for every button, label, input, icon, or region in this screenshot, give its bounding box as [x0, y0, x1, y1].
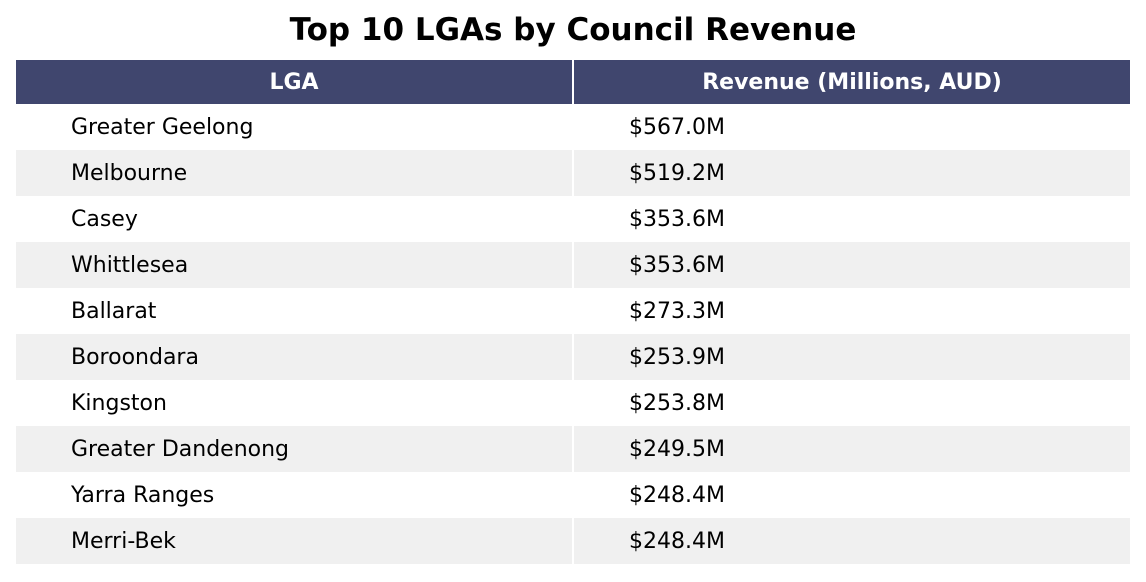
column-divider — [572, 60, 574, 104]
column-divider — [572, 150, 574, 196]
column-divider — [572, 104, 574, 150]
cell-lga: Yarra Ranges — [71, 482, 215, 508]
cell-revenue: $353.6M — [574, 242, 1130, 288]
cell-revenue: $249.5M — [574, 426, 1130, 472]
cell-revenue: $519.2M — [574, 150, 1130, 196]
column-divider — [572, 426, 574, 472]
cell-revenue: $253.8M — [629, 390, 725, 416]
table-row: Greater Dandenong $249.5M — [16, 426, 1130, 472]
cell-lga: Whittlesea — [16, 242, 572, 288]
table-row: Melbourne $519.2M — [16, 150, 1130, 196]
table-row: Boroondara $253.9M — [16, 334, 1130, 380]
cell-lga: Kingston — [71, 390, 167, 416]
cell-lga: Boroondara — [16, 334, 572, 380]
cell-lga: Ballarat — [71, 298, 157, 324]
cell-lga: Greater Geelong — [71, 114, 254, 140]
cell-revenue: $353.6M — [629, 206, 725, 232]
table-header-row: LGA Revenue (Millions, AUD) — [16, 60, 1130, 104]
chart-title: Top 10 LGAs by Council Revenue — [289, 12, 857, 48]
revenue-table: LGA Revenue (Millions, AUD) Greater Geel… — [16, 60, 1130, 564]
table-row: Ballarat $273.3M — [16, 288, 1130, 334]
column-header-lga: LGA — [269, 69, 319, 95]
cell-revenue: $248.4M — [629, 482, 725, 508]
column-divider — [572, 242, 574, 288]
cell-lga: Melbourne — [16, 150, 572, 196]
cell-lga: Merri-Bek — [16, 518, 572, 564]
cell-lga: Greater Dandenong — [16, 426, 572, 472]
cell-revenue: $248.4M — [574, 518, 1130, 564]
cell-revenue: $253.9M — [574, 334, 1130, 380]
column-divider — [572, 472, 574, 518]
cell-revenue: $273.3M — [629, 298, 725, 324]
table-body: Greater Geelong $567.0M Melbourne $519.2M Ca… — [16, 104, 1130, 564]
column-divider — [572, 196, 574, 242]
table-row: Greater Geelong $567.0M — [16, 104, 1130, 150]
table-row: Yarra Ranges $248.4M — [16, 472, 1130, 518]
table-row: Merri-Bek $248.4M — [16, 518, 1130, 564]
column-divider — [572, 334, 574, 380]
column-header-revenue: Revenue (Millions, AUD) — [702, 69, 1002, 95]
table-row: Kingston $253.8M — [16, 380, 1130, 426]
cell-revenue: $567.0M — [629, 114, 725, 140]
column-divider — [572, 518, 574, 564]
table-row: Whittlesea $353.6M — [16, 242, 1130, 288]
column-divider — [572, 380, 574, 426]
cell-lga: Casey — [71, 206, 138, 232]
column-divider — [572, 288, 574, 334]
table-row: Casey $353.6M — [16, 196, 1130, 242]
